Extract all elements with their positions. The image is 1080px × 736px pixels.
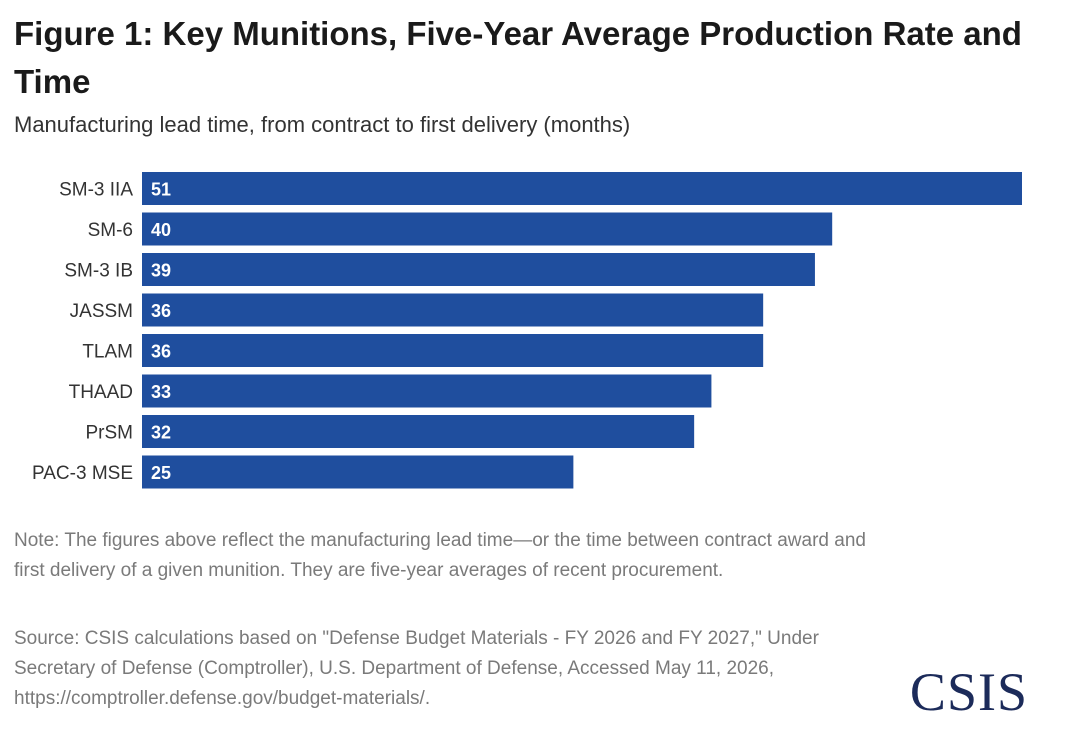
value-label-sm-6: 40	[151, 220, 171, 240]
value-label-tlam: 36	[151, 342, 171, 362]
bar-sm-6	[142, 212, 833, 246]
category-label-tlam: TLAM	[82, 342, 133, 363]
value-label-thaad: 33	[151, 382, 171, 402]
bar-chart: SM-3 IIA 51 SM-6 40 SM-3 IB 39 JASSM 36 TLAM 36 TH…	[32, 172, 1022, 489]
category-label-sm-6: SM-6	[88, 220, 133, 241]
value-label-pac-3-mse: 25	[151, 463, 171, 483]
chart-note: Note: The figures above reflect the manu…	[14, 530, 866, 581]
category-label-pac-3-mse: PAC-3 MSE	[32, 463, 133, 484]
value-label-prsm: 32	[151, 423, 171, 443]
chart-subtitle: Manufacturing lead time, from contract t…	[14, 112, 631, 137]
bar-prsm	[142, 415, 695, 448]
value-label-sm-3-iia: 51	[151, 180, 171, 200]
category-label-thaad: THAAD	[69, 382, 133, 403]
value-label-sm-3-ib: 39	[151, 261, 171, 281]
bar-tlam	[142, 334, 764, 367]
bar-thaad	[142, 374, 712, 408]
category-label-prsm: PrSM	[86, 423, 134, 444]
bar-jassm	[142, 293, 764, 327]
csis-logo: CSIS	[909, 662, 1028, 722]
bar-sm-3-ib	[142, 253, 815, 286]
category-label-jassm: JASSM	[70, 301, 133, 322]
bar-pac-3-mse	[142, 455, 574, 489]
category-label-sm-3-iia: SM-3 IIA	[59, 180, 133, 201]
bar-sm-3-iia	[142, 172, 1022, 205]
chart-source: Source: CSIS calculations based on "Defe…	[14, 628, 819, 709]
category-label-sm-3-ib: SM-3 IB	[64, 261, 133, 282]
chart-title: Figure 1: Key Munitions, Five-Year Avera…	[14, 15, 1022, 100]
value-label-jassm: 36	[151, 301, 171, 321]
